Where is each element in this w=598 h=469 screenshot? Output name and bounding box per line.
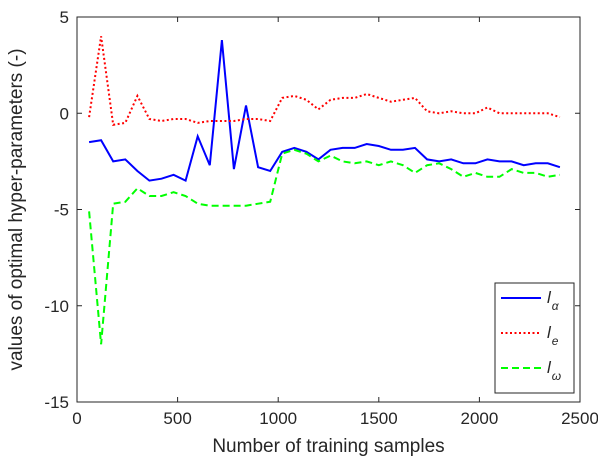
x-tick-label: 1000 — [259, 409, 297, 428]
y-tick-label: -15 — [44, 393, 69, 412]
x-tick-label: 1500 — [360, 409, 398, 428]
x-tick-label: 2500 — [561, 409, 598, 428]
x-tick-label: 500 — [163, 409, 191, 428]
series-layer — [88, 36, 561, 345]
legend-label: le — [547, 323, 559, 348]
series-line-2 — [88, 36, 561, 126]
tick-layer: 0 500 1000 1500 2000 2500 -15 -10 -5 0 5 — [44, 8, 598, 428]
y-tick-label: -5 — [54, 201, 69, 220]
series-line-3 — [88, 148, 561, 345]
legend-box — [494, 282, 575, 394]
x-axis-label: Number of training samples — [212, 436, 444, 457]
y-tick-label: 0 — [60, 104, 69, 123]
x-tick-label: 0 — [72, 409, 81, 428]
x-tick-label: 2000 — [460, 409, 498, 428]
y-axis-label: values of optimal hyper-parameters (-) — [6, 48, 27, 370]
y-tick-label: 5 — [60, 8, 69, 27]
series-line-1 — [88, 40, 561, 183]
y-tick-label: -10 — [44, 297, 69, 316]
